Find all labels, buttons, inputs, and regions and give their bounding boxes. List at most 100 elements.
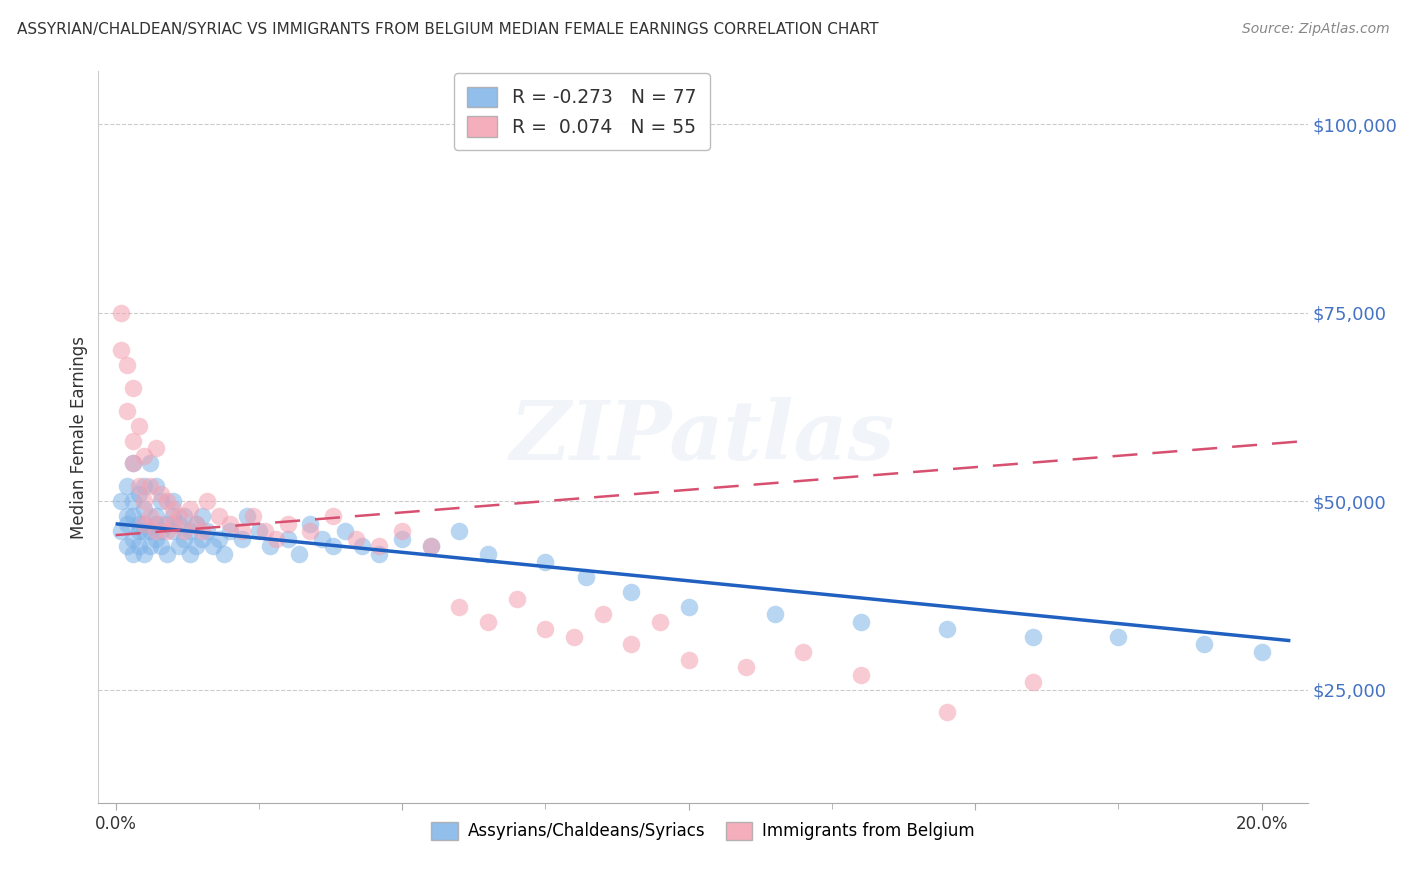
Point bbox=[477, 615, 499, 629]
Point bbox=[162, 509, 184, 524]
Point bbox=[259, 540, 281, 554]
Point bbox=[184, 516, 207, 531]
Point bbox=[242, 509, 264, 524]
Point bbox=[277, 516, 299, 531]
Point bbox=[145, 516, 167, 531]
Point bbox=[264, 532, 287, 546]
Point bbox=[322, 509, 344, 524]
Point bbox=[156, 516, 179, 531]
Point bbox=[195, 524, 218, 539]
Point bbox=[849, 615, 872, 629]
Point bbox=[128, 479, 150, 493]
Point bbox=[162, 501, 184, 516]
Point bbox=[419, 540, 441, 554]
Point bbox=[1194, 637, 1216, 651]
Point bbox=[935, 706, 957, 720]
Point bbox=[391, 532, 413, 546]
Point bbox=[648, 615, 671, 629]
Y-axis label: Median Female Earnings: Median Female Earnings bbox=[70, 335, 89, 539]
Point bbox=[121, 509, 143, 524]
Point bbox=[299, 524, 322, 539]
Point bbox=[792, 645, 814, 659]
Point bbox=[162, 494, 184, 508]
Point bbox=[247, 524, 270, 539]
Point bbox=[115, 516, 138, 531]
Point bbox=[253, 524, 276, 539]
Point bbox=[299, 516, 322, 531]
Point bbox=[678, 652, 700, 666]
Point bbox=[219, 516, 242, 531]
Point bbox=[115, 359, 138, 373]
Point bbox=[156, 524, 179, 539]
Point bbox=[179, 501, 201, 516]
Point bbox=[1107, 630, 1129, 644]
Point bbox=[139, 509, 162, 524]
Point bbox=[190, 509, 212, 524]
Point bbox=[849, 667, 872, 681]
Point bbox=[534, 623, 557, 637]
Point bbox=[128, 486, 150, 500]
Point bbox=[121, 494, 143, 508]
Text: ASSYRIAN/CHALDEAN/SYRIAC VS IMMIGRANTS FROM BELGIUM MEDIAN FEMALE EARNINGS CORRE: ASSYRIAN/CHALDEAN/SYRIAC VS IMMIGRANTS F… bbox=[17, 22, 879, 37]
Point bbox=[128, 540, 150, 554]
Legend: Assyrians/Chaldeans/Syriacs, Immigrants from Belgium: Assyrians/Chaldeans/Syriacs, Immigrants … bbox=[425, 815, 981, 847]
Point bbox=[134, 516, 156, 531]
Point bbox=[231, 524, 253, 539]
Point bbox=[139, 540, 162, 554]
Point bbox=[1021, 630, 1043, 644]
Point bbox=[134, 449, 156, 463]
Point bbox=[1021, 675, 1043, 690]
Point bbox=[162, 524, 184, 539]
Point bbox=[195, 494, 218, 508]
Point bbox=[167, 540, 190, 554]
Point bbox=[150, 540, 173, 554]
Point bbox=[139, 524, 162, 539]
Point bbox=[506, 592, 529, 607]
Point bbox=[935, 623, 957, 637]
Point bbox=[150, 494, 173, 508]
Point bbox=[277, 532, 299, 546]
Point bbox=[449, 524, 471, 539]
Point bbox=[534, 554, 557, 568]
Point bbox=[134, 516, 156, 531]
Point bbox=[167, 516, 190, 531]
Point bbox=[214, 547, 236, 561]
Point bbox=[134, 494, 156, 508]
Point bbox=[121, 381, 143, 395]
Point bbox=[311, 532, 333, 546]
Point bbox=[150, 516, 173, 531]
Point bbox=[145, 442, 167, 456]
Point bbox=[150, 524, 173, 539]
Point bbox=[115, 509, 138, 524]
Point bbox=[150, 486, 173, 500]
Point bbox=[115, 540, 138, 554]
Point bbox=[110, 494, 132, 508]
Point bbox=[190, 532, 212, 546]
Point bbox=[419, 540, 441, 554]
Point bbox=[145, 479, 167, 493]
Point bbox=[190, 524, 212, 539]
Point bbox=[620, 584, 643, 599]
Point bbox=[208, 532, 231, 546]
Point bbox=[449, 599, 471, 614]
Point bbox=[763, 607, 786, 622]
Point bbox=[134, 547, 156, 561]
Point bbox=[333, 524, 356, 539]
Point bbox=[219, 524, 242, 539]
Point bbox=[202, 540, 225, 554]
Text: Source: ZipAtlas.com: Source: ZipAtlas.com bbox=[1241, 22, 1389, 37]
Point bbox=[368, 540, 391, 554]
Point bbox=[231, 532, 253, 546]
Point bbox=[139, 457, 162, 471]
Point bbox=[128, 524, 150, 539]
Point bbox=[145, 509, 167, 524]
Point bbox=[562, 630, 585, 644]
Point bbox=[322, 540, 344, 554]
Point bbox=[115, 479, 138, 493]
Point bbox=[678, 599, 700, 614]
Point bbox=[179, 524, 201, 539]
Point bbox=[208, 509, 231, 524]
Point bbox=[350, 540, 373, 554]
Point bbox=[156, 547, 179, 561]
Point bbox=[1250, 645, 1272, 659]
